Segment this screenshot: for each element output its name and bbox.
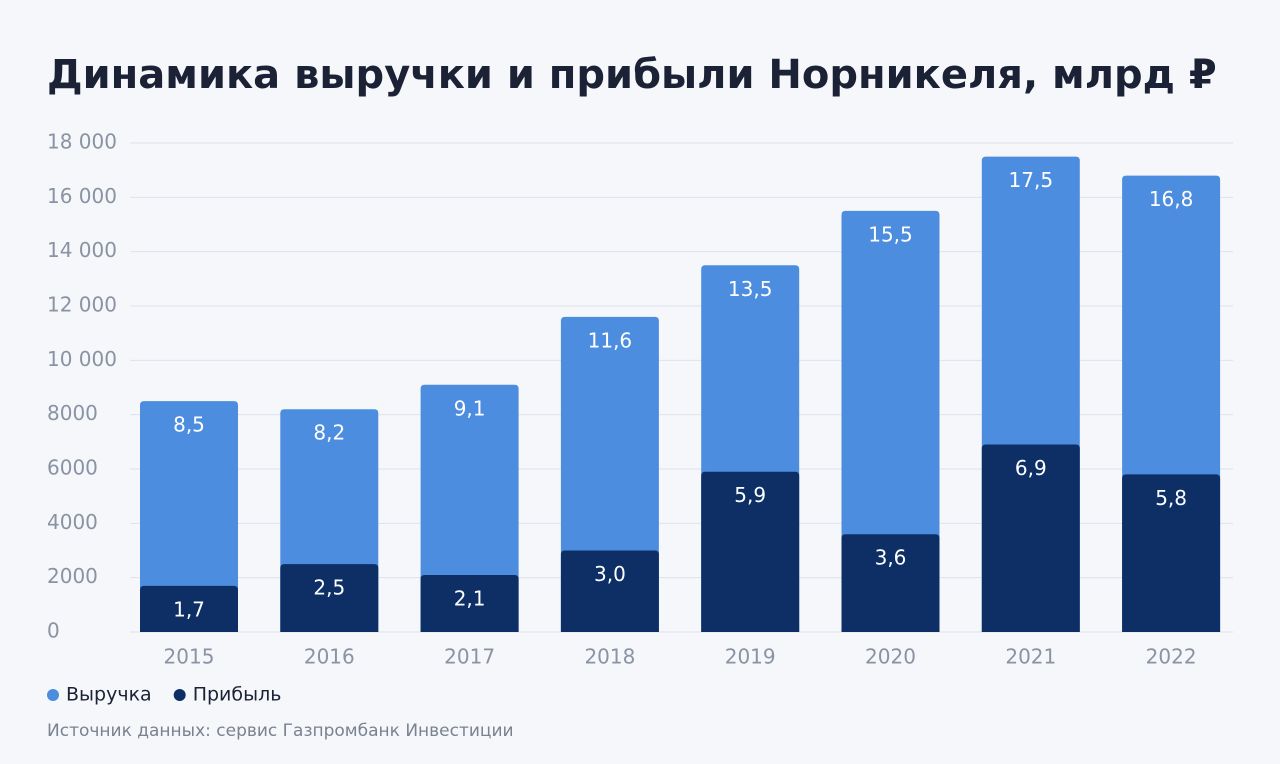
bar [841, 210, 940, 632]
x-tick-label: 2017 [444, 645, 495, 669]
y-tick-label: 8000 [47, 401, 98, 425]
bar [701, 471, 800, 632]
value-label: 11,6 [588, 328, 633, 352]
legend-label: Прибыль [193, 684, 282, 706]
legend-marker [173, 689, 186, 701]
value-label: 9,1 [454, 396, 486, 420]
bar [841, 534, 940, 632]
y-tick-label: 12 000 [47, 293, 117, 317]
bar [140, 401, 238, 632]
bar [420, 384, 519, 632]
value-label: 15,5 [868, 222, 913, 246]
x-tick-label: 2019 [725, 645, 776, 669]
value-label: 3,0 [594, 562, 626, 586]
bar [560, 550, 659, 632]
y-tick-label: 2000 [47, 564, 98, 588]
value-label: 6,9 [1015, 456, 1047, 480]
value-label: 16,8 [1149, 187, 1194, 211]
y-tick-label: 14 000 [47, 238, 117, 262]
legend-marker [47, 689, 59, 701]
chart-title: Динамика выручки и прибыли Норникеля, мл… [47, 52, 1217, 98]
source-note: Источник данных: сервис Газпромбанк Инве… [47, 721, 514, 741]
value-label: 3,6 [875, 546, 907, 570]
y-tick-label: 18 000 [47, 130, 117, 154]
value-label: 17,5 [1009, 168, 1054, 192]
bar [280, 564, 379, 632]
bar [420, 574, 519, 632]
value-label: 1,7 [173, 597, 205, 621]
y-tick-label: 6000 [47, 456, 98, 480]
bar [981, 444, 1080, 632]
value-label: 2,1 [454, 586, 486, 610]
value-label: 13,5 [728, 277, 773, 301]
x-tick-label: 2015 [164, 645, 215, 669]
y-tick-label: 4000 [47, 510, 98, 534]
x-tick-label: 2016 [304, 645, 355, 669]
y-tick-label: 0 [47, 619, 60, 643]
x-tick-label: 2020 [865, 645, 916, 669]
x-tick-label: 2018 [584, 645, 635, 669]
y-tick-label: 10 000 [47, 347, 117, 371]
value-label: 2,5 [313, 576, 345, 600]
x-tick-label: 2022 [1146, 645, 1197, 669]
x-tick-label: 2021 [1005, 645, 1056, 669]
value-label: 8,5 [173, 413, 205, 437]
bar [1122, 474, 1221, 632]
value-label: 5,9 [734, 483, 766, 507]
legend-label: Выручка [66, 684, 152, 706]
bar [140, 585, 238, 632]
y-tick-label: 16 000 [47, 184, 117, 208]
value-label: 5,8 [1155, 486, 1187, 510]
value-label: 8,2 [313, 421, 345, 445]
